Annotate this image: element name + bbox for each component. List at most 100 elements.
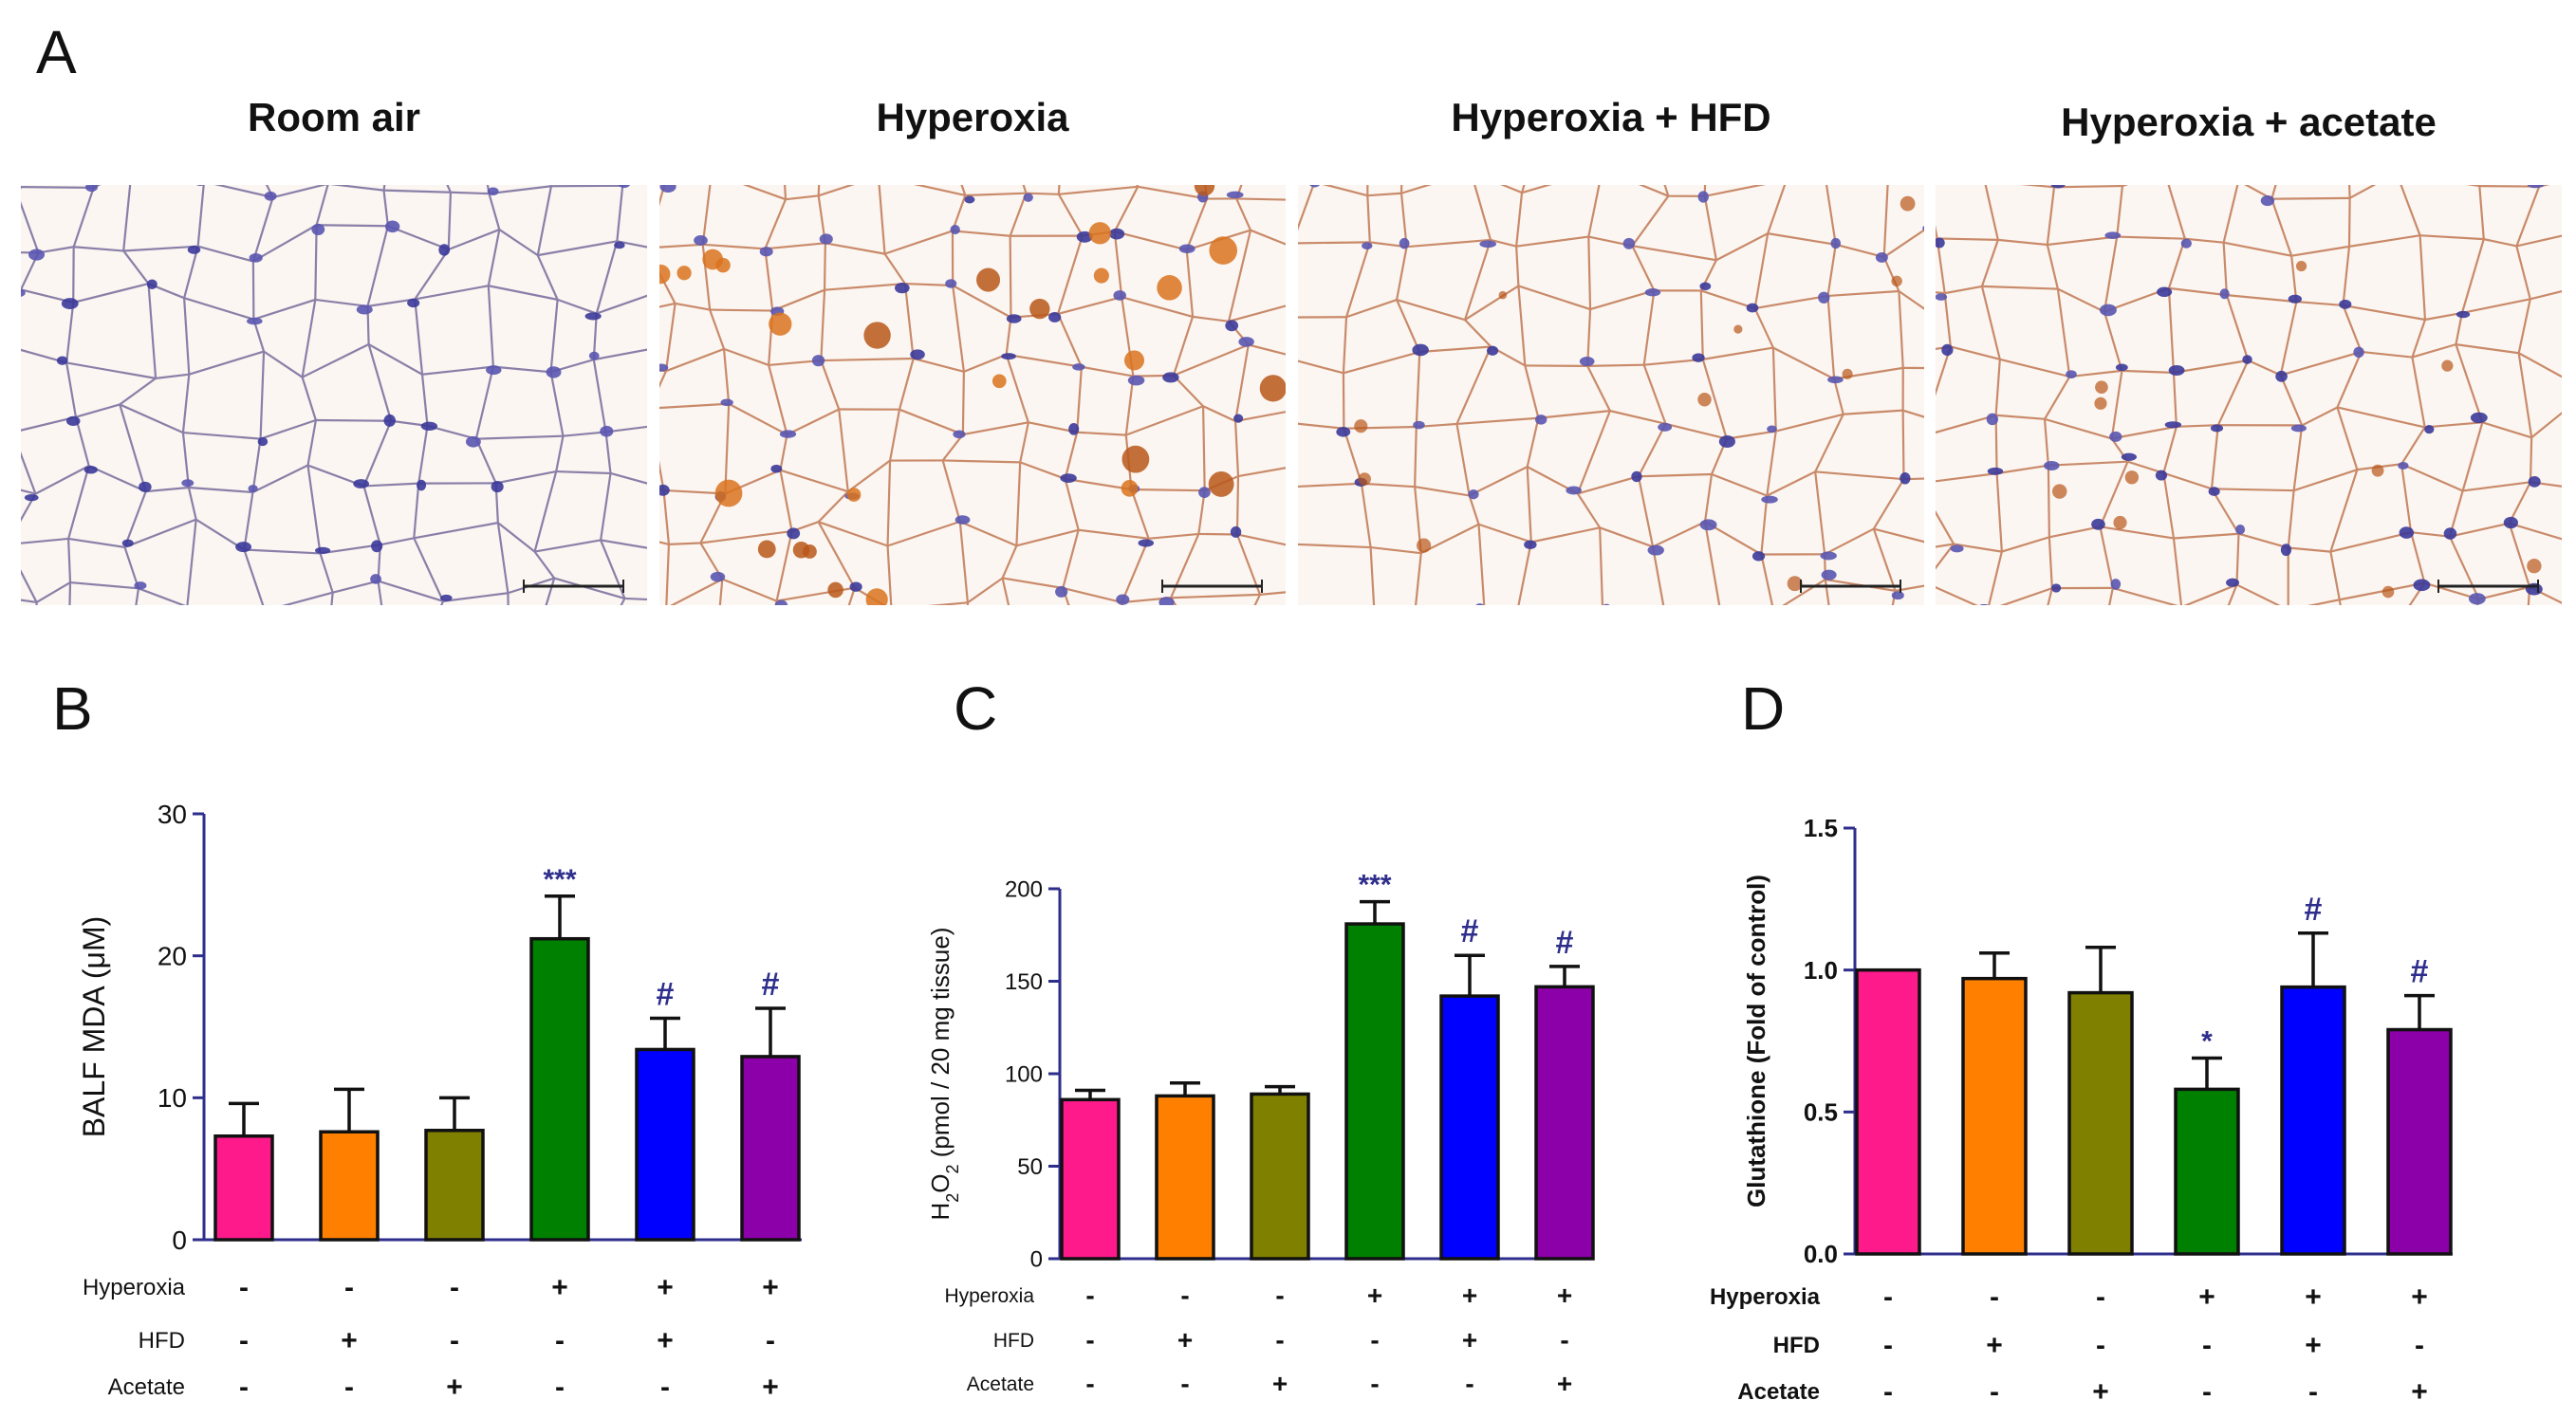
stained-cell	[2124, 470, 2140, 485]
bar	[2174, 1087, 2240, 1256]
stained-cell	[1417, 538, 1432, 553]
tissue-membrane	[1185, 249, 1195, 317]
tissue-membrane	[1361, 482, 1416, 488]
micrograph-hyperoxia-acetate	[1936, 185, 2562, 605]
tissue-nucleus	[659, 363, 669, 372]
tissue-membrane	[965, 192, 1027, 197]
tissue-membrane	[1345, 299, 1398, 319]
tissue-membrane	[545, 578, 556, 605]
stained-cell	[702, 249, 724, 270]
condition-sign: -	[1370, 1325, 1379, 1354]
tissue-membrane	[1872, 478, 1905, 530]
tissue-nucleus	[1468, 488, 1479, 500]
tissue-membrane	[2053, 185, 2122, 189]
tissue-membrane	[1009, 193, 1028, 237]
tissue-membrane	[1113, 186, 1140, 232]
tissue-membrane	[1936, 346, 1952, 396]
tissue-nucleus	[1699, 282, 1712, 291]
tissue-nucleus	[134, 581, 147, 590]
tissue-membrane	[662, 489, 671, 544]
tissue-membrane	[495, 470, 557, 485]
condition-row-label: HFD	[139, 1328, 185, 1354]
tissue-membrane	[2478, 585, 2530, 600]
condition-sign: +	[2305, 1330, 2322, 1361]
stained-cell	[676, 266, 692, 281]
tissue-membrane	[382, 190, 389, 227]
tissue-nucleus	[416, 479, 427, 491]
tissue-membrane	[765, 242, 825, 250]
tissue-membrane	[147, 283, 158, 378]
tissue-membrane	[21, 493, 37, 523]
tissue-nucleus	[1225, 320, 1239, 332]
tissue-membrane	[617, 240, 647, 249]
micrograph-room-air	[21, 185, 647, 605]
tissue-membrane	[847, 459, 891, 493]
condition-sign: +	[1367, 1281, 1382, 1310]
bar	[635, 1047, 695, 1242]
micrograph-hyperoxia-hfd	[1298, 185, 1924, 605]
stained-cell	[865, 588, 888, 605]
tissue-membrane	[1009, 235, 1012, 318]
tissue-membrane	[1873, 527, 1924, 544]
tissue-membrane	[244, 548, 321, 555]
tissue-membrane	[1464, 285, 1519, 322]
micrograph-hyperoxia	[659, 185, 1286, 605]
tissue-membrane	[2223, 241, 2292, 257]
tissue-membrane	[821, 357, 914, 362]
tissue-membrane	[38, 246, 74, 254]
tissue-membrane	[1826, 244, 1837, 297]
stained-cell	[1900, 195, 1916, 212]
tissue-membrane	[1994, 359, 2001, 415]
tissue-membrane	[700, 529, 792, 544]
tissue-membrane	[2270, 198, 2293, 257]
tissue-nucleus	[1158, 597, 1175, 605]
tissue-membrane	[1399, 193, 1408, 248]
tissue-membrane	[1760, 554, 1774, 605]
tissue-nucleus	[849, 581, 862, 592]
tissue-membrane	[1996, 464, 2049, 475]
tissue-membrane	[2279, 375, 2304, 426]
tissue-membrane	[1198, 532, 1237, 536]
tissue-membrane	[721, 578, 778, 602]
tissue-membrane	[768, 364, 788, 435]
tissue-membrane	[1185, 198, 1209, 250]
tissue-membrane	[1883, 229, 1924, 258]
tissue-membrane	[1414, 426, 1418, 488]
tissue-membrane	[2222, 242, 2229, 296]
tissue-membrane	[2290, 245, 2350, 257]
tissue-membrane	[2530, 289, 2562, 301]
tissue-membrane	[2235, 583, 2281, 605]
tissue-membrane	[1902, 409, 1924, 418]
tissue-nucleus	[779, 430, 797, 438]
tissue-membrane	[1078, 528, 1149, 540]
tissue-membrane	[243, 549, 265, 605]
tissue-membrane	[2290, 255, 2298, 303]
stained-cell	[2094, 396, 2107, 410]
condition-sign: +	[762, 1372, 779, 1403]
tissue-membrane	[537, 240, 618, 257]
tissue-membrane	[450, 191, 490, 195]
tissue-membrane	[260, 418, 317, 440]
tissue-membrane	[1019, 461, 1066, 480]
tissue-nucleus	[659, 185, 676, 194]
tissue-membrane	[2168, 286, 2228, 297]
tissue-membrane	[21, 251, 39, 254]
tissue-nucleus	[2044, 460, 2060, 471]
tissue-membrane	[1587, 185, 1601, 237]
bar	[1439, 994, 1500, 1261]
condition-sign: -	[1085, 1369, 1094, 1398]
tissue-nucleus	[1751, 551, 1766, 562]
tissue-membrane	[1001, 578, 1010, 605]
tissue-membrane	[659, 460, 665, 491]
tissue-membrane	[1469, 466, 1529, 497]
y-axis-label: H2O2 (pmol / 20 mg tissue)	[926, 927, 962, 1220]
bar	[2280, 985, 2346, 1256]
tissue-nucleus	[84, 185, 98, 193]
tissue-nucleus	[1566, 486, 1582, 495]
tissue-nucleus	[811, 355, 825, 367]
tissue-membrane	[1760, 495, 1769, 555]
significance-label: #	[1556, 925, 1574, 961]
tissue-nucleus	[774, 599, 788, 605]
tissue-membrane	[1396, 299, 1421, 353]
tissue-membrane	[21, 415, 77, 432]
